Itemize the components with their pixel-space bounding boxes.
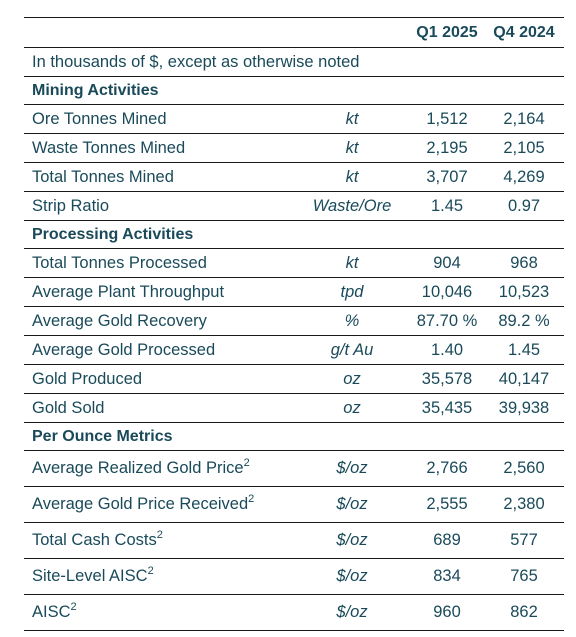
table-row: Average Gold Processed g/t Au 1.40 1.45: [24, 335, 564, 365]
row-value-q4-2024: 765: [484, 558, 564, 595]
row-unit: %: [294, 306, 410, 336]
table-row: Average Gold Price Received2 $/oz 2,555 …: [24, 486, 564, 523]
row-unit: kt: [294, 162, 410, 192]
row-label: Total Tonnes Processed: [24, 248, 294, 278]
header-q1-2025: Q1 2025: [410, 17, 484, 48]
row-label: Average Gold Processed: [24, 335, 294, 365]
row-value-q1-2025: 904: [410, 248, 484, 278]
row-value-q1-2025: 960: [410, 594, 484, 631]
row-label: Gold Sold: [24, 393, 294, 423]
row-unit: kt: [294, 133, 410, 163]
row-value-q1-2025: 1.45: [410, 191, 484, 221]
table-row: Gold Produced oz 35,578 40,147: [24, 364, 564, 394]
row-value-q4-2024: 577: [484, 522, 564, 559]
row-unit: Waste/Ore: [294, 191, 410, 221]
table-row: Total Tonnes Processed kt 904 968: [24, 248, 564, 278]
row-value-q4-2024: 39,938: [484, 393, 564, 423]
section-title-per-ounce: Per Ounce Metrics: [24, 422, 564, 451]
footnote-marker: 2: [156, 528, 163, 541]
row-value-q1-2025: 1.40: [410, 335, 484, 365]
row-label: Average Gold Price Received: [32, 495, 249, 514]
header-blank-cell: [24, 17, 294, 48]
table-row: AISC2 $/oz 960 862: [24, 594, 564, 631]
row-value-q4-2024: 0.97: [484, 191, 564, 221]
table-row: Total Tonnes Mined kt 3,707 4,269: [24, 162, 564, 192]
row-unit: oz: [294, 364, 410, 394]
operating-results-table: Q1 2025 Q4 2024 In thousands of $, excep…: [24, 17, 564, 631]
row-value-q4-2024: 2,164: [484, 104, 564, 134]
footnote-marker: 2: [70, 600, 77, 613]
row-label: Average Realized Gold Price: [32, 459, 244, 478]
row-label: Ore Tonnes Mined: [24, 104, 294, 134]
header-unit-cell: [294, 17, 410, 48]
row-label: Site-Level AISC: [32, 567, 148, 586]
row-value-q1-2025: 35,435: [410, 393, 484, 423]
row-value-q1-2025: 2,766: [410, 450, 484, 487]
section-header-row: Mining Activities: [24, 76, 564, 105]
row-value-q1-2025: 87.70 %: [410, 306, 484, 336]
row-label-cell: Average Realized Gold Price2: [24, 450, 294, 487]
footnote-marker: 2: [147, 564, 154, 577]
row-value-q4-2024: 2,380: [484, 486, 564, 523]
row-value-q1-2025: 2,555: [410, 486, 484, 523]
row-unit: $/oz: [294, 522, 410, 559]
row-unit: g/t Au: [294, 335, 410, 365]
row-label-cell: Average Gold Price Received2: [24, 486, 294, 523]
section-header-row: Processing Activities: [24, 220, 564, 249]
table-row: Strip Ratio Waste/Ore 1.45 0.97: [24, 191, 564, 221]
section-title-mining: Mining Activities: [24, 76, 564, 105]
row-label: Total Tonnes Mined: [24, 162, 294, 192]
table-row: Average Plant Throughput tpd 10,046 10,5…: [24, 277, 564, 307]
table-row: Gold Sold oz 35,435 39,938: [24, 393, 564, 423]
row-value-q4-2024: 968: [484, 248, 564, 278]
row-label: Average Gold Recovery: [24, 306, 294, 336]
row-label-cell: Site-Level AISC2: [24, 558, 294, 595]
row-label: Waste Tonnes Mined: [24, 133, 294, 163]
row-value-q4-2024: 1.45: [484, 335, 564, 365]
row-unit: $/oz: [294, 486, 410, 523]
row-value-q1-2025: 10,046: [410, 277, 484, 307]
row-unit: $/oz: [294, 450, 410, 487]
row-label-cell: AISC2: [24, 594, 294, 631]
row-value-q4-2024: 862: [484, 594, 564, 631]
table-row: Average Gold Recovery % 87.70 % 89.2 %: [24, 306, 564, 336]
row-label: Gold Produced: [24, 364, 294, 394]
row-value-q4-2024: 40,147: [484, 364, 564, 394]
row-value-q1-2025: 35,578: [410, 364, 484, 394]
row-label: AISC: [32, 603, 71, 622]
table-row: Ore Tonnes Mined kt 1,512 2,164: [24, 104, 564, 134]
row-unit: $/oz: [294, 558, 410, 595]
row-unit: tpd: [294, 277, 410, 307]
row-label: Strip Ratio: [24, 191, 294, 221]
row-unit: oz: [294, 393, 410, 423]
units-note-row: In thousands of $, except as otherwise n…: [24, 47, 564, 77]
row-value-q4-2024: 89.2 %: [484, 306, 564, 336]
units-note: In thousands of $, except as otherwise n…: [24, 47, 564, 77]
row-unit: $/oz: [294, 594, 410, 631]
header-row: Q1 2025 Q4 2024: [24, 17, 564, 48]
table-row: Total Cash Costs2 $/oz 689 577: [24, 522, 564, 559]
table-row: Site-Level AISC2 $/oz 834 765: [24, 558, 564, 595]
row-unit: kt: [294, 104, 410, 134]
row-value-q1-2025: 2,195: [410, 133, 484, 163]
row-label-cell: Total Cash Costs2: [24, 522, 294, 559]
row-value-q1-2025: 3,707: [410, 162, 484, 192]
row-value-q1-2025: 834: [410, 558, 484, 595]
section-header-row: Per Ounce Metrics: [24, 422, 564, 451]
table-row: Average Realized Gold Price2 $/oz 2,766 …: [24, 450, 564, 487]
row-unit: kt: [294, 248, 410, 278]
row-value-q1-2025: 1,512: [410, 104, 484, 134]
row-value-q4-2024: 2,105: [484, 133, 564, 163]
footnote-marker: 2: [248, 492, 255, 505]
row-value-q4-2024: 2,560: [484, 450, 564, 487]
row-value-q4-2024: 10,523: [484, 277, 564, 307]
row-value-q4-2024: 4,269: [484, 162, 564, 192]
footnote-marker: 2: [243, 456, 250, 469]
row-label: Total Cash Costs: [32, 531, 157, 550]
section-title-processing: Processing Activities: [24, 220, 564, 249]
table-row: Waste Tonnes Mined kt 2,195 2,105: [24, 133, 564, 163]
row-value-q1-2025: 689: [410, 522, 484, 559]
row-label: Average Plant Throughput: [24, 277, 294, 307]
header-q4-2024: Q4 2024: [484, 17, 564, 48]
